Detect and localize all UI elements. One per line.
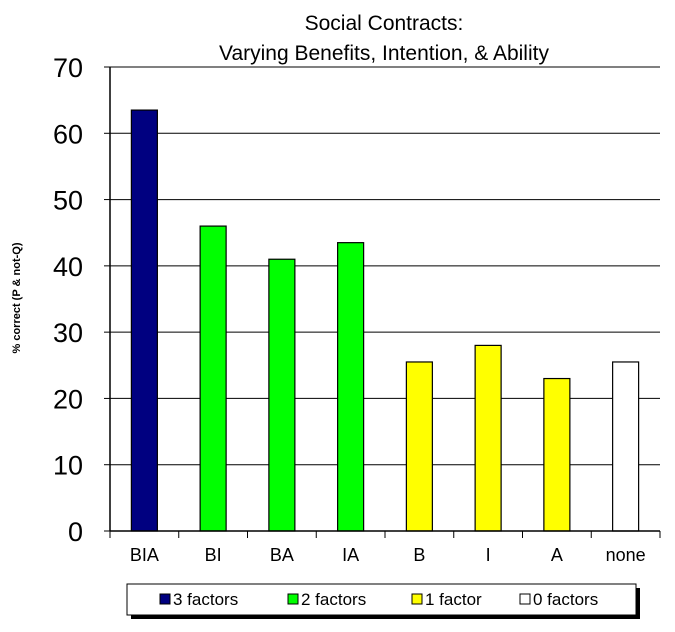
chart-title-line-1: Social Contracts: (305, 12, 464, 35)
x-tick-label: IA (342, 545, 359, 565)
x-tick-label: none (606, 545, 646, 565)
x-tick-label: BI (205, 545, 222, 565)
gridlines (110, 66, 660, 466)
x-tick-label: B (413, 545, 425, 565)
chart-title: Social Contracts: Varying Benefits, Inte… (219, 12, 549, 65)
legend-box (126, 583, 637, 616)
x-tick-label: BA (270, 545, 294, 565)
bar-bi (199, 225, 227, 532)
bar-b (405, 361, 433, 532)
y-tick-label: 50 (53, 186, 83, 216)
y-tick-label: 40 (53, 252, 83, 282)
legend-swatch (159, 593, 171, 605)
y-tick-labels: 0 10 20 30 40 50 60 70 (53, 53, 110, 547)
chart-title-line-2: Varying Benefits, Intention, & Ability (219, 42, 549, 65)
y-tick-label: 0 (68, 517, 83, 547)
axes (109, 67, 660, 532)
y-tick-label: 60 (53, 119, 83, 149)
y-tick-label: 70 (53, 53, 83, 83)
legend-label: 1 factor (425, 590, 482, 609)
bars (130, 109, 640, 532)
x-tick-label: I (486, 545, 491, 565)
legend-swatch (519, 593, 531, 605)
legend-label: 2 factors (301, 590, 366, 609)
legend-label: 3 factors (173, 590, 238, 609)
legend-label: 0 factors (533, 590, 598, 609)
bar-bia (130, 109, 158, 532)
bar-a (543, 377, 571, 532)
y-tick-label: 10 (53, 451, 83, 481)
y-tick-label: 30 (53, 318, 83, 348)
bar-none (612, 361, 640, 532)
bar-ia (337, 242, 365, 532)
bar-i (474, 344, 502, 532)
legend-swatch (287, 593, 299, 605)
y-tick-label: 20 (53, 384, 83, 414)
x-tick-label: A (551, 545, 563, 565)
legend-swatch (411, 593, 423, 605)
bar-ba (268, 258, 296, 532)
x-tick-label: BIA (130, 545, 159, 565)
legend: 3 factors 2 factors 1 factor 0 factors (126, 583, 640, 619)
y-axis-label: % correct (P & not-Q) (11, 242, 23, 353)
